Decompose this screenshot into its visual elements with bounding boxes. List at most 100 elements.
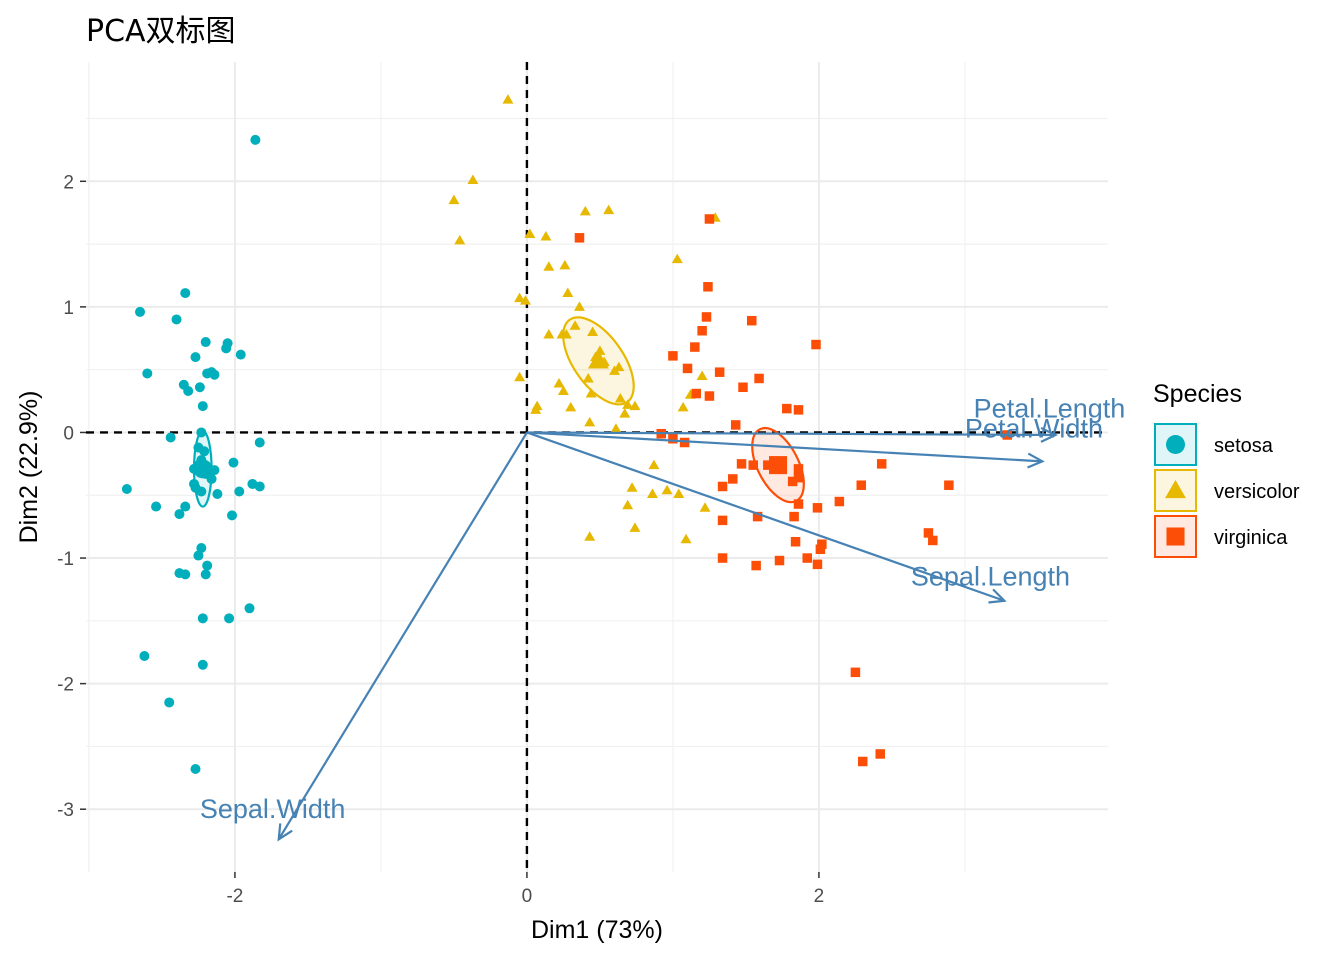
setosa-point (190, 764, 201, 775)
Sepal.Length-arrowhead (988, 588, 1007, 604)
versicolor-point (560, 329, 572, 339)
versicolor-point (626, 482, 638, 492)
setosa-point (202, 560, 213, 571)
versicolor-point (562, 287, 574, 298)
setosa-point (221, 343, 232, 354)
setosa-point (234, 486, 245, 497)
virginica-point (812, 503, 823, 513)
virginica-point (802, 553, 812, 563)
axis-ticks (80, 180, 820, 878)
versicolor-point (584, 531, 596, 541)
versicolor-point (613, 361, 625, 372)
versicolor-point (559, 259, 571, 270)
plot-background (86, 62, 1108, 872)
virginica-point (747, 315, 757, 326)
setosa-centroid (193, 459, 213, 479)
virginica-point (736, 459, 747, 469)
setosa-point (227, 510, 237, 521)
setosa-point (180, 288, 191, 299)
versicolor-point (622, 399, 634, 409)
versicolor-point (594, 345, 606, 355)
Sepal.Width-arrowhead (277, 823, 293, 842)
versicolor-point (543, 261, 555, 271)
setosa-point (197, 659, 208, 670)
setosa-point (193, 550, 204, 561)
virginica-point (793, 464, 804, 474)
virginica-point (730, 420, 741, 430)
chart-title: PCA双标图 (86, 14, 236, 49)
versicolor-point (502, 94, 514, 104)
virginica-point (701, 312, 712, 322)
setosa-point (199, 446, 210, 457)
versicolor-point (553, 377, 565, 388)
setosa-point (142, 368, 153, 379)
virginica-point (763, 460, 773, 470)
versicolor-point (610, 423, 622, 433)
setosa-point (244, 603, 255, 614)
versicolor-point (622, 499, 634, 510)
versicolor-point (467, 174, 479, 185)
versicolor-point (646, 488, 658, 498)
versicolor-point (514, 371, 526, 382)
virginica-point (751, 560, 761, 571)
virginica-point (574, 233, 585, 243)
virginica-point (717, 515, 728, 526)
virginica-point (793, 499, 804, 509)
setosa-point (135, 306, 146, 317)
legend: Species setosa versicolor virginica (1153, 380, 1300, 558)
Sepal.Length-label: Sepal.Length (911, 562, 1070, 592)
virginica-point (876, 459, 887, 469)
setosa-point (180, 569, 191, 580)
Petal.Length-label: Petal.Length (974, 393, 1126, 423)
virginica-point (944, 480, 954, 490)
minor-gridlines (86, 62, 1108, 872)
y-tick-label: 0 (63, 423, 74, 444)
setosa-point (200, 569, 211, 580)
virginica-point (752, 511, 763, 522)
legend-marker-setosa (1166, 435, 1185, 454)
versicolor-point (530, 404, 542, 414)
setosa-point (190, 352, 201, 363)
virginica-point (811, 339, 821, 350)
setosa-point (206, 473, 217, 484)
virginica-point (728, 474, 738, 484)
legend-key-setosa (1154, 423, 1197, 466)
Petal.Width-label: Petal.Width (965, 413, 1103, 443)
virginica-point (793, 405, 804, 415)
virginica-point (834, 496, 845, 507)
setosa-point (200, 337, 211, 348)
virginica-point (690, 342, 700, 352)
variable-arrows (277, 426, 1058, 842)
versicolor-point (680, 533, 692, 544)
versicolor-point (543, 329, 555, 339)
versicolor-point (454, 234, 466, 245)
versicolor-point (540, 231, 552, 241)
versicolor-point (629, 522, 641, 532)
virginica-point (717, 553, 728, 563)
virginica-point (782, 403, 792, 414)
versicolor-point (673, 488, 685, 498)
legend-marker-versicolor (1165, 480, 1186, 499)
versicolor-point (661, 484, 673, 495)
virginica-point (790, 536, 801, 547)
versicolor-centroid (588, 350, 609, 369)
versicolor-point (573, 301, 585, 311)
setosa-point (174, 509, 185, 520)
setosa-point (165, 432, 176, 443)
virginica-point (857, 756, 868, 767)
virginica-point (697, 325, 707, 336)
setosa-point (139, 651, 150, 661)
setosa-point (190, 482, 201, 493)
legend-label-setosa: setosa (1214, 435, 1274, 457)
virginica-point (704, 214, 715, 224)
virginica-point (812, 559, 823, 570)
virginica-point (717, 481, 728, 492)
virginica-point (793, 472, 804, 483)
legend-label-versicolor: versicolor (1214, 481, 1300, 503)
versicolor-point (619, 408, 631, 418)
versicolor-point (514, 292, 526, 303)
Petal.Width-arrow (526, 431, 1043, 463)
versicolor-point (603, 204, 615, 215)
group-centroids (193, 350, 788, 479)
